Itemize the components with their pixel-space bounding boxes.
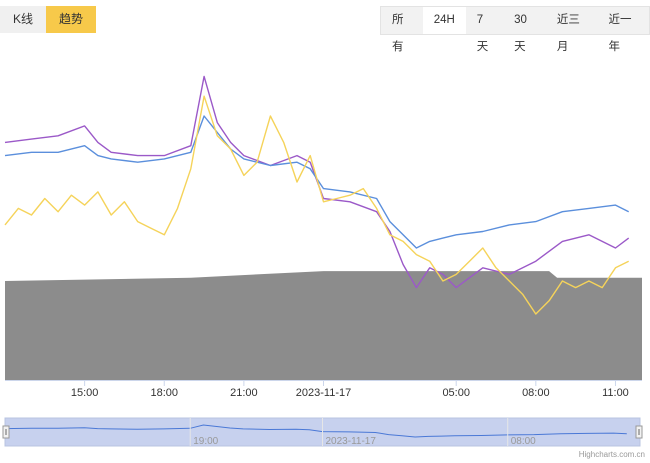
x-axis: 15:00 18:00 21:00 2023-11-17 05:00 08:00 11:00 <box>5 380 642 399</box>
navigator-label: 2023-11-17 <box>326 436 377 447</box>
range-tab-all[interactable]: 所有 <box>392 14 404 53</box>
series-line-3 <box>4 95 630 315</box>
range-tab-1y[interactable]: 近一年 <box>608 14 632 53</box>
tab-kline[interactable]: K线 <box>0 6 47 33</box>
x-tick-label: 15:00 <box>71 387 99 399</box>
series-line-1 <box>4 75 630 289</box>
navigator[interactable]: 19:00 2023-11-17 08:00 <box>2 417 643 447</box>
x-tick-label: 05:00 <box>442 387 470 399</box>
range-tab-7d[interactable]: 7天 <box>476 14 489 53</box>
range-tab-3m[interactable]: 近三月 <box>556 14 580 53</box>
navigator-label: 19:00 <box>193 436 218 447</box>
credit-label: Highcharts.com.cn <box>579 450 645 459</box>
x-tick-label: 18:00 <box>150 387 178 399</box>
toolbar: K线 趋势 所有 24H 7天 30天 近三月 近一年 <box>0 0 650 53</box>
mode-tabs: K线 趋势 <box>0 6 97 33</box>
navigator-label: 08:00 <box>511 436 536 447</box>
plot-area <box>4 75 642 380</box>
range-tab-24h[interactable]: 24H <box>422 7 466 34</box>
x-tick-label: 11:00 <box>602 387 629 399</box>
volume-area <box>5 271 642 380</box>
tab-trend[interactable]: 趋势 <box>46 6 97 33</box>
x-tick-label: 08:00 <box>522 387 550 399</box>
x-tick-label: 21:00 <box>230 387 258 399</box>
range-tabs: 所有 24H 7天 30天 近三月 近一年 <box>380 6 650 53</box>
navigator-series-line <box>4 424 627 438</box>
range-tab-30d[interactable]: 30天 <box>514 14 527 53</box>
x-tick-label: 2023-11-17 <box>296 387 351 399</box>
